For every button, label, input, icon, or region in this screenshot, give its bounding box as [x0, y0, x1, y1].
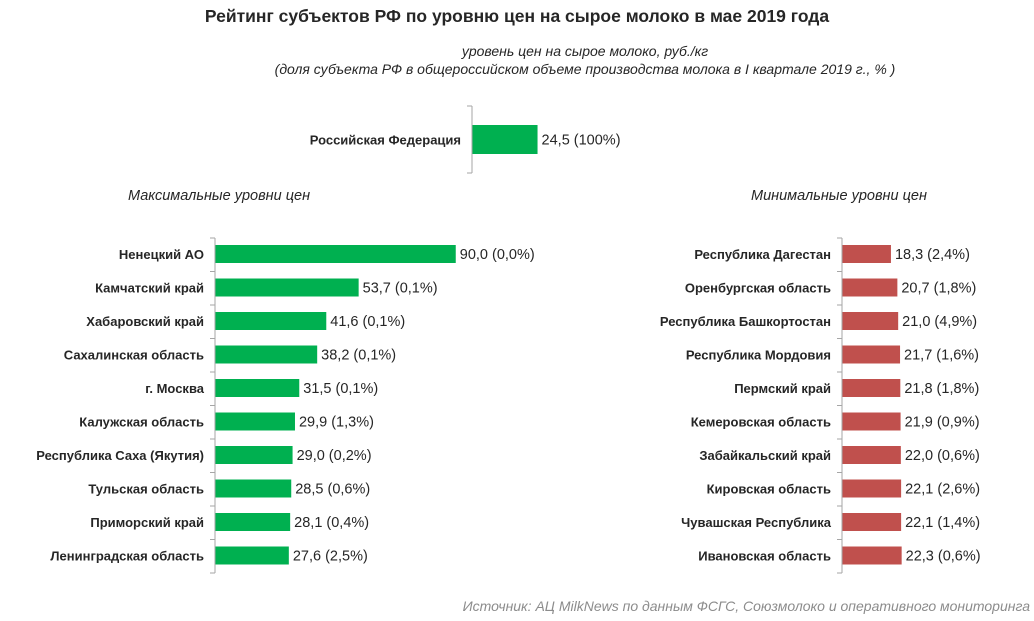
min-value-label-8: 22,1 (2,6%): [905, 482, 980, 498]
min-bar-10: [842, 546, 902, 565]
max-bar-7: [215, 446, 293, 464]
max-bar-9: [215, 513, 291, 531]
max-category-label-1: Ненецкий АО: [119, 247, 204, 262]
min-bar-7: [842, 446, 901, 464]
min-category-label-1: Республика Дагестан: [694, 247, 831, 262]
max-category-label-3: Хабаровский край: [86, 314, 204, 329]
rf-category-label-1: Российская Федерация: [310, 133, 461, 148]
min-bar-5: [842, 379, 901, 397]
max-bar-2: [215, 278, 359, 297]
min-bar-8: [842, 479, 902, 498]
min-category-label-3: Республика Башкортостан: [660, 314, 831, 329]
max-category-label-8: Тульская область: [88, 482, 204, 497]
chart-title: Рейтинг субъектов РФ по уровню цен на сы…: [204, 6, 830, 26]
min-category-label-9: Чувашская Республика: [681, 515, 832, 530]
max-value-label-9: 28,1 (0,4%): [294, 515, 369, 531]
min-bar-9: [842, 513, 902, 531]
min-category-label-8: Кировская область: [707, 482, 831, 497]
max-bar-3: [215, 312, 327, 330]
min-value-label-7: 22,0 (0,6%): [905, 448, 980, 464]
max-category-label-6: Калужская область: [79, 415, 204, 430]
min-category-label-2: Оренбургская область: [685, 281, 831, 296]
min-category-label-10: Ивановская область: [698, 549, 831, 564]
min-value-label-5: 21,8 (1,8%): [904, 381, 979, 397]
min-value-label-2: 20,7 (1,8%): [901, 281, 976, 297]
min-category-label-6: Кемеровская область: [691, 415, 831, 430]
min-value-label-1: 18,3 (2,4%): [895, 247, 970, 263]
max-category-label-10: Ленинградская область: [50, 549, 204, 564]
min-value-label-6: 21,9 (0,9%): [905, 415, 980, 431]
max-bar-6: [215, 412, 295, 431]
max-value-label-7: 29,0 (0,2%): [297, 448, 372, 464]
min-value-label-9: 22,1 (1,4%): [905, 515, 980, 531]
max-value-label-6: 29,9 (1,3%): [299, 415, 374, 431]
min-category-label-4: Республика Мордовия: [686, 348, 831, 363]
max-category-label-9: Приморский край: [90, 515, 204, 530]
subtitle-line-2: (доля субъекта РФ в общероссийском объем…: [274, 61, 896, 77]
max-bar-8: [215, 479, 292, 498]
source-note: Источник: АЦ MilkNews по данным ФСГС, Со…: [462, 598, 1030, 614]
min-bar-3: [842, 312, 899, 330]
rf-value-label-1: 24,5 (100%): [542, 133, 621, 149]
max-value-label-1: 90,0 (0,0%): [460, 247, 535, 263]
rf-bar-1: [472, 125, 538, 154]
min-prices-title: Минимальные уровни цен: [751, 188, 927, 204]
min-value-label-3: 21,0 (4,9%): [902, 314, 977, 330]
max-bar-10: [215, 546, 289, 565]
max-value-label-2: 53,7 (0,1%): [363, 281, 438, 297]
max-value-label-8: 28,5 (0,6%): [295, 482, 370, 498]
chart-subtitle: уровень цен на сырое молоко, руб./кг (до…: [175, 42, 995, 78]
max-prices-title: Максимальные уровни цен: [128, 188, 311, 204]
max-value-label-4: 38,2 (0,1%): [321, 348, 396, 364]
max-value-label-10: 27,6 (2,5%): [293, 549, 368, 565]
min-value-label-4: 21,7 (1,6%): [904, 348, 979, 364]
max-bar-5: [215, 379, 300, 397]
max-category-label-7: Республика Саха (Якутия): [36, 448, 204, 463]
min-bar-6: [842, 412, 901, 431]
max-bar-4: [215, 345, 318, 364]
max-category-label-5: г. Москва: [145, 381, 204, 396]
min-bar-2: [842, 278, 898, 297]
min-bar-4: [842, 345, 901, 364]
max-category-label-2: Камчатский край: [95, 281, 204, 296]
min-category-label-7: Забайкальский край: [699, 448, 831, 463]
min-category-label-5: Пермский край: [734, 381, 831, 396]
max-value-label-5: 31,5 (0,1%): [303, 381, 378, 397]
min-value-label-10: 22,3 (0,6%): [906, 549, 981, 565]
subtitle-line-1: уровень цен на сырое молоко, руб./кг: [461, 43, 709, 59]
max-value-label-3: 41,6 (0,1%): [330, 314, 405, 330]
max-category-label-4: Сахалинская область: [64, 348, 204, 363]
max-bar-1: [215, 245, 456, 263]
min-bar-1: [842, 245, 891, 263]
